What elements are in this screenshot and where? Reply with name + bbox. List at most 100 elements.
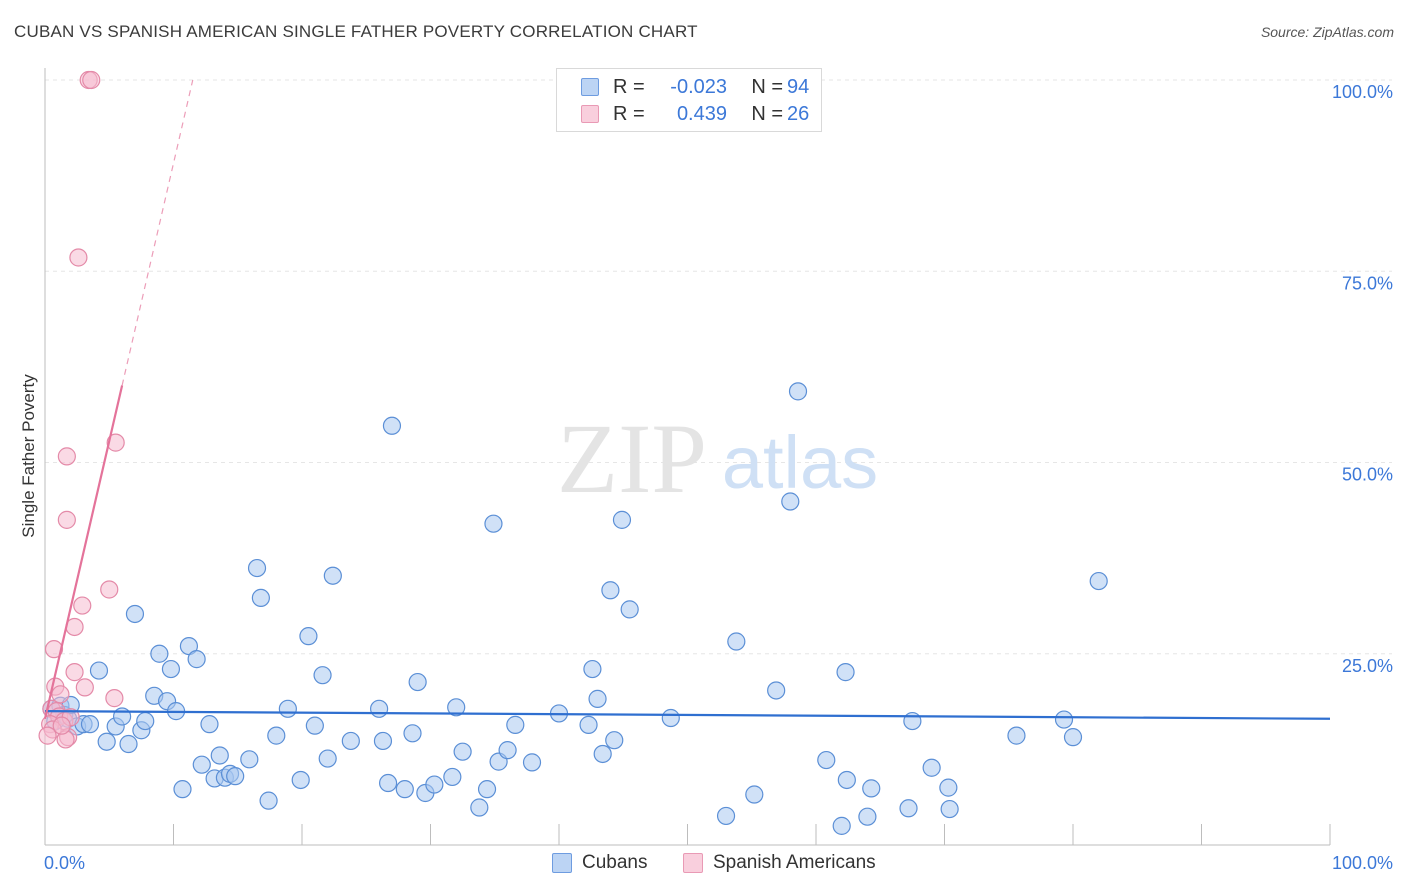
spanish-americans-point xyxy=(105,689,124,708)
legend-item-label: Cubans xyxy=(582,852,648,873)
cubans-point xyxy=(119,734,138,754)
legend-n-value: 94 xyxy=(787,75,810,98)
axes xyxy=(44,68,1331,846)
cubans-point xyxy=(313,666,332,685)
cubans-point xyxy=(89,661,109,680)
cubans-point xyxy=(240,750,259,769)
y-tick-label: 25.0% xyxy=(1342,656,1393,676)
legend-item-spanish-americans[interactable]: Spanish Americans xyxy=(683,852,876,874)
spanish-americans-point xyxy=(38,726,57,745)
cubans-point xyxy=(605,731,624,750)
cubans-point xyxy=(1054,710,1074,729)
legend-r-label: R = xyxy=(613,75,645,98)
spanish-americans-point xyxy=(75,678,94,697)
cubans-point xyxy=(382,416,402,435)
spanish-americans-point xyxy=(65,663,84,682)
correlation-legend: R = -0.023 N = 94 R = 0.439 N = 26 xyxy=(556,68,822,132)
cubans-point xyxy=(484,514,503,533)
trend-lines xyxy=(43,79,1331,720)
grid-lines xyxy=(45,79,1392,655)
cubans-point xyxy=(903,711,922,731)
cubans-point xyxy=(781,492,800,511)
cubans-point xyxy=(291,770,310,790)
cubans-point xyxy=(588,689,607,708)
cubans-point xyxy=(788,382,808,401)
cubans-point xyxy=(373,731,393,751)
series-legend: Cubans Spanish Americans xyxy=(0,852,1406,876)
cubans-point xyxy=(727,632,746,651)
data-points xyxy=(38,70,1108,835)
cubans-point xyxy=(259,791,278,810)
cubans-point xyxy=(716,806,736,826)
cubans-point xyxy=(161,659,181,679)
cubans-point xyxy=(395,780,414,799)
legend-r-value: 0.439 xyxy=(676,102,727,125)
cubans-point xyxy=(832,816,851,835)
legend-n-label: N = xyxy=(751,102,783,125)
cubans-point xyxy=(922,758,941,777)
cubans-point xyxy=(447,698,466,717)
cubans-point xyxy=(173,780,192,799)
cubans-point xyxy=(593,744,612,764)
cubans-swatch xyxy=(552,853,572,873)
cubans-point xyxy=(200,715,219,734)
watermark-atlas: atlas xyxy=(722,421,878,504)
spanish-americans-point xyxy=(100,580,119,599)
cubans-point xyxy=(408,672,427,692)
legend-row-spanish-americans: R = 0.439 N = 26 xyxy=(581,101,809,127)
cubans-point xyxy=(370,699,389,718)
cubans-point xyxy=(251,588,270,608)
cubans-point xyxy=(940,799,959,819)
cubans-point xyxy=(506,715,525,734)
spanish-americans-point xyxy=(82,70,101,90)
cubans-point xyxy=(498,741,517,760)
source-label: Source: ZipAtlas.com xyxy=(1260,24,1394,40)
cubans-point xyxy=(470,798,489,817)
cubans-point xyxy=(583,659,602,679)
cubans-point xyxy=(210,746,229,765)
cubans-point xyxy=(299,627,318,646)
cubans-point xyxy=(939,778,958,797)
cubans-point xyxy=(899,799,918,818)
spanish-americans-point xyxy=(57,510,76,529)
legend-n-value: 26 xyxy=(787,102,810,125)
cubans-point xyxy=(862,779,881,798)
cubans-point xyxy=(341,731,360,751)
cubans-point xyxy=(80,715,100,734)
cubans-point xyxy=(745,785,764,804)
cubans-point xyxy=(125,604,145,624)
cubans-point xyxy=(97,732,116,751)
x-tick-label-min: 0.0% xyxy=(44,853,85,873)
cubans-point xyxy=(477,780,497,799)
legend-n-label: N = xyxy=(751,75,783,98)
legend-item-label: Spanish Americans xyxy=(713,852,876,873)
cubans-point xyxy=(1089,571,1108,591)
cubans-point xyxy=(612,510,632,529)
spanish-americans-point xyxy=(73,596,92,615)
cubans-point xyxy=(1063,728,1083,747)
cubans-point xyxy=(278,699,297,718)
spanish-americans-point xyxy=(52,716,71,735)
y-axis-label: Single Father Poverty xyxy=(19,374,38,538)
cubans-point xyxy=(150,644,169,663)
spanish-americans-trend-line-extension xyxy=(121,79,194,386)
cubans-point xyxy=(267,726,286,745)
legend-item-cubans[interactable]: Cubans xyxy=(552,852,648,874)
legend-row-cubans: R = -0.023 N = 94 xyxy=(581,74,809,100)
spanish-americans-point xyxy=(57,447,76,466)
cubans-point xyxy=(247,558,267,578)
legend-r-value: -0.023 xyxy=(670,75,727,98)
cubans-point xyxy=(305,716,324,735)
cubans-point xyxy=(453,742,472,761)
cubans-point xyxy=(226,767,245,786)
cubans-point xyxy=(579,715,598,734)
cubans-point xyxy=(187,650,206,669)
spanish-americans-point xyxy=(51,685,70,704)
y-tick-label: 50.0% xyxy=(1342,465,1393,485)
cubans-swatch xyxy=(581,78,599,96)
watermark: ZIP atlas xyxy=(557,403,878,514)
cubans-trend-line xyxy=(44,710,1331,720)
spanish-americans-trend-line xyxy=(43,385,124,720)
cubans-point xyxy=(836,663,855,682)
